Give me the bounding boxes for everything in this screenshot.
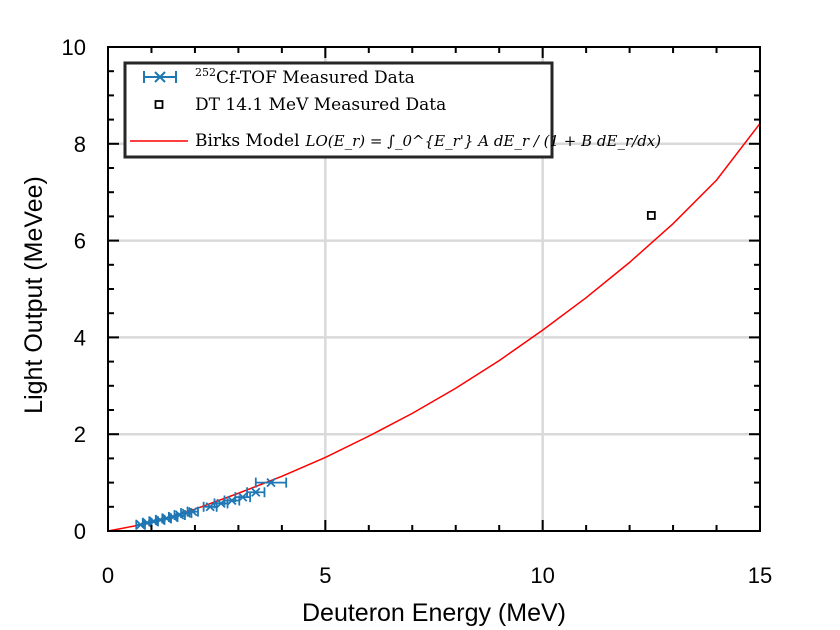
- axis-ticks: [107, 46, 761, 532]
- dt-point: [646, 211, 656, 220]
- tof-marker: [238, 492, 248, 502]
- y-tick-label: 8: [74, 132, 86, 157]
- legend-label-model: Birks Model LO(E_r) = ∫_0^{E_r'} A dE_r /…: [195, 131, 661, 151]
- tof-marker: [266, 477, 276, 488]
- legend-label-tof-main: Cf-TOF Measured Data: [216, 68, 415, 88]
- y-tick-label: 2: [74, 422, 86, 447]
- tof-marker: [181, 508, 191, 518]
- tof-marker: [251, 487, 261, 497]
- legend-label-dt: DT 14.1 MeV Measured Data: [195, 95, 446, 115]
- x-tick-label: 10: [530, 563, 554, 588]
- legend-swatch-tof: [143, 71, 177, 83]
- data-points: [135, 211, 656, 530]
- x-tick-label: 5: [319, 563, 331, 588]
- model-layer: [107, 123, 761, 532]
- legend-label-model-formula: LO(E_r) = ∫_0^{E_r'} A dE_r / (1 + B dE_…: [305, 132, 662, 150]
- tick-labels: 0 5 10 15 0 2 4 6 8 10: [62, 35, 773, 588]
- x-tick-label: 15: [748, 563, 772, 588]
- y-tick-label: 10: [62, 35, 86, 60]
- legend: 252Cf-TOF Measured Data DT 14.1 MeV Meas…: [123, 61, 661, 159]
- tof-point: [254, 477, 288, 488]
- legend-swatch-dt: [154, 100, 164, 109]
- legend-label-tof: 252Cf-TOF Measured Data: [195, 66, 415, 88]
- tof-point: [186, 506, 199, 517]
- tof-point: [246, 487, 266, 498]
- legend-box: [123, 61, 554, 159]
- tof-marker: [188, 507, 198, 517]
- legend-label-model-main: Birks Model: [195, 131, 300, 151]
- y-tick-label: 6: [74, 229, 86, 254]
- tof-point: [167, 511, 179, 522]
- y-tick-label: 4: [74, 325, 86, 350]
- y-tick-label: 0: [74, 519, 86, 544]
- tof-marker: [205, 502, 215, 512]
- y-axis-label: Light Output (MeVee): [20, 176, 48, 414]
- model-curve: [107, 123, 761, 532]
- x-axis-label: Deuteron Energy (MeV): [302, 599, 566, 627]
- x-tick-label: 0: [102, 563, 114, 588]
- legend-label-tof-sup: 252: [195, 66, 216, 79]
